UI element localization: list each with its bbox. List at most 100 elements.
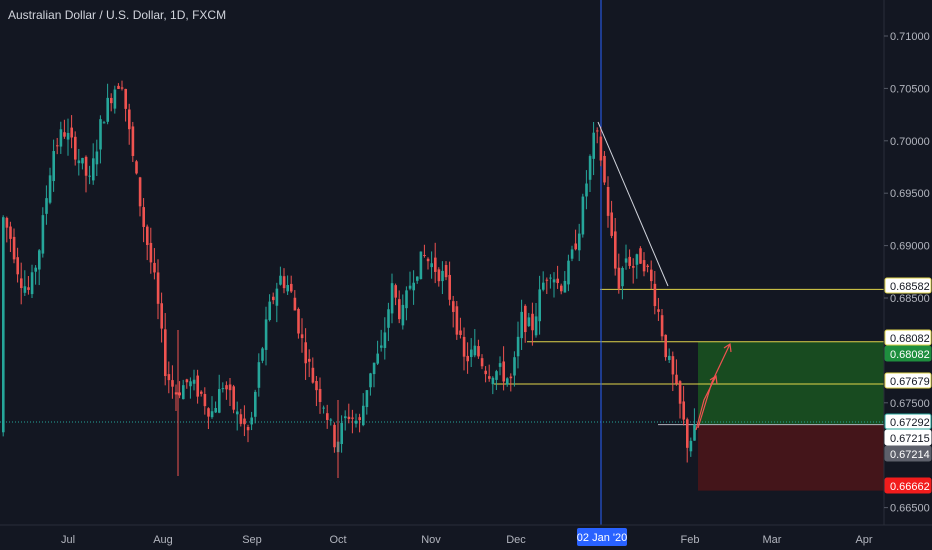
candle-body [545, 279, 549, 281]
candle-body [200, 391, 203, 394]
candle-body [606, 186, 610, 216]
candle-body [416, 276, 419, 281]
candle-body [300, 334, 304, 339]
candle-body [156, 272, 160, 304]
candle-body [48, 175, 52, 203]
y-tick-label: 0.71000 [890, 31, 930, 43]
candle-body [624, 258, 628, 263]
candle-body [164, 329, 167, 377]
candle-body [246, 427, 250, 431]
candle-body [452, 301, 455, 312]
candle-body [250, 417, 253, 425]
candle-body [131, 126, 135, 156]
candle-body [405, 290, 408, 309]
candle-body [423, 255, 426, 257]
candle-body [516, 336, 520, 357]
candle-body [272, 296, 275, 301]
candle-body [538, 289, 541, 322]
candle-body [419, 251, 423, 280]
candle-body [218, 389, 221, 413]
candle-body [344, 416, 347, 419]
candle-body [639, 248, 642, 264]
candle-body [480, 358, 484, 367]
price-label-box [884, 277, 932, 294]
candle-body [520, 311, 523, 339]
candle-body [27, 287, 30, 290]
candle-body [264, 319, 268, 350]
candle-body [88, 175, 91, 177]
candle-body [563, 280, 567, 293]
candle-body [437, 269, 441, 282]
chart-title: Australian Dollar / U.S. Dollar, 1D, FXC… [8, 8, 227, 22]
candle-body [390, 283, 394, 314]
candle-body [153, 262, 156, 273]
candle-body [354, 420, 358, 424]
candle-body [5, 217, 9, 228]
crosshair-date-box [577, 528, 627, 546]
candle-body [128, 109, 131, 130]
candle-body [41, 215, 45, 254]
candle-body [671, 356, 675, 375]
candle-body [167, 374, 171, 381]
candle-body [124, 88, 127, 109]
candle-body [412, 282, 415, 291]
candle-body [95, 151, 99, 165]
y-tick-label: 0.70000 [890, 136, 930, 148]
candle-body [297, 308, 300, 334]
candle-body [498, 363, 502, 367]
candle-body [254, 391, 257, 417]
candle-body [560, 285, 563, 292]
candle-body [365, 390, 369, 408]
candle-body [146, 226, 149, 245]
candle-body [135, 161, 138, 174]
candle-body [574, 243, 577, 250]
projection-arrow [697, 343, 731, 429]
x-tick-label: Apr [855, 534, 872, 546]
candle-body [398, 299, 401, 320]
price-label: 0.67214 [890, 449, 930, 461]
candle-body [268, 301, 271, 321]
candle-body [102, 122, 106, 124]
x-tick-label: Jul [61, 534, 75, 546]
candle-body [387, 309, 390, 328]
candle-body [322, 407, 325, 409]
candle-body [99, 119, 102, 150]
candle-body [628, 256, 631, 266]
candle-body [243, 418, 246, 425]
candle-body [596, 130, 599, 132]
loss-zone [698, 424, 884, 491]
y-tick-label: 0.69000 [890, 241, 930, 253]
candle-body [657, 309, 660, 312]
candle-body [56, 145, 59, 147]
candle-body [470, 349, 473, 358]
candle-body [477, 346, 480, 357]
candle-body [444, 265, 448, 278]
candle-body [81, 157, 84, 164]
candle-body [556, 278, 559, 284]
x-tick-label: Sep [242, 534, 262, 546]
candle-body [376, 353, 379, 364]
candle-body [293, 297, 297, 311]
candle-body [675, 374, 678, 384]
candle-body [459, 330, 462, 335]
candle-body [502, 361, 505, 382]
candle-body [372, 362, 376, 375]
candle-body [610, 212, 613, 236]
candle-body [614, 231, 617, 269]
candle-body [74, 136, 77, 160]
candle-body [473, 345, 477, 356]
candle-body [358, 417, 361, 421]
candle-body [117, 85, 120, 89]
candle-body [275, 288, 279, 306]
candle-body [23, 286, 27, 293]
candle-body [369, 373, 372, 388]
candle-body [578, 233, 581, 251]
candle-body [30, 272, 34, 295]
candle-body [311, 367, 315, 383]
candle-body [210, 411, 214, 418]
candle-body [232, 386, 235, 410]
candle-body [333, 424, 336, 448]
level-lines [0, 0, 884, 525]
y-tick-label: 0.69500 [890, 188, 930, 200]
